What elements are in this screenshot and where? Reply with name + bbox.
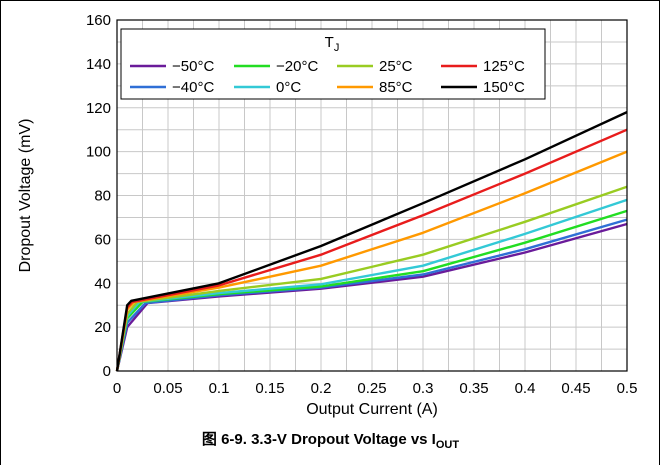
chart: 0 0.05 0.1 0.15 0.2 0.25 0.3 0.35 0.4 0.45 0.5 0 20 4…: [17, 12, 638, 418]
y-tick-label: 140: [86, 56, 111, 73]
legend-label: 85°C: [379, 79, 413, 96]
y-tick-label: 160: [86, 12, 111, 29]
x-tick-label: 0.2: [311, 380, 332, 397]
x-tick-label: 0.3: [413, 380, 434, 397]
legend-label: 25°C: [379, 58, 413, 75]
x-tick-label: 0.5: [617, 380, 638, 397]
series-line: [115, 198, 628, 372]
x-tick-label: 0.05: [153, 380, 182, 397]
series-line: [115, 209, 628, 372]
legend-label: −20°C: [276, 58, 318, 75]
x-tick-label: 0.35: [459, 380, 488, 397]
y-tick-label: 60: [94, 231, 111, 248]
y-tick-label: 40: [94, 275, 111, 292]
series-line: [115, 150, 628, 372]
figure-caption: 图 6-9. 3.3-V Dropout Voltage vs IOUT: [0, 428, 661, 451]
caption-subscript: OUT: [435, 439, 460, 451]
y-axis-label: Dropout Voltage (mV): [17, 119, 34, 273]
series-line: [115, 185, 628, 372]
y-tick-label: 80: [94, 188, 111, 205]
legend-label: 0°C: [276, 79, 301, 96]
x-tick-label: 0.4: [515, 380, 536, 397]
y-tick-label: 120: [86, 100, 111, 117]
legend-label: 150°C: [483, 79, 525, 96]
caption-text: 图 6-9. 3.3-V Dropout Voltage vs I: [201, 431, 436, 448]
x-tick-label: 0.25: [357, 380, 386, 397]
x-tick-label: 0.45: [561, 380, 590, 397]
y-tick-label: 100: [86, 144, 111, 161]
x-axis-label: Output Current (A): [306, 401, 438, 418]
legend-label: 125°C: [483, 58, 525, 75]
x-tick-label: 0.1: [209, 380, 230, 397]
legend-label: −50°C: [172, 58, 214, 75]
legend-label: −40°C: [172, 79, 214, 96]
x-tick-label: 0: [113, 380, 121, 397]
plot-border: [116, 19, 628, 372]
x-tick-label: 0.15: [255, 380, 284, 397]
y-tick-label: 0: [103, 363, 111, 380]
series-line: [115, 111, 628, 372]
y-tick-label: 20: [94, 319, 111, 336]
legend-title-subscript: J: [334, 42, 340, 54]
